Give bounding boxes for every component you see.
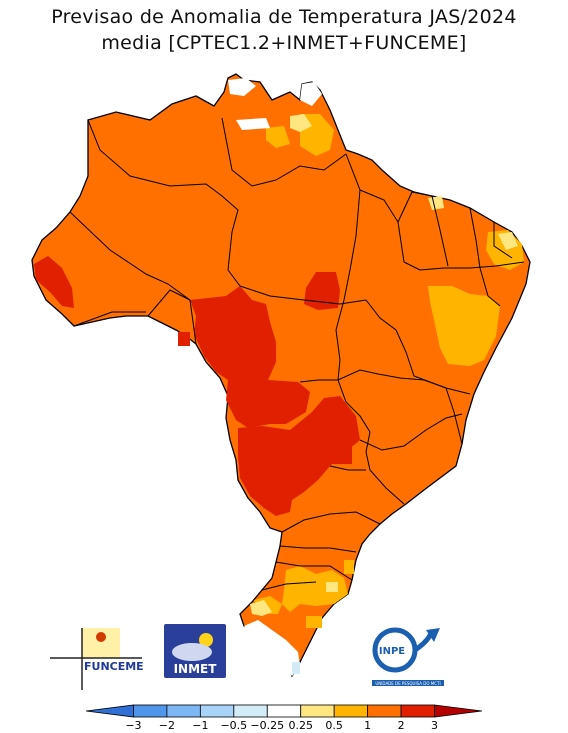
legend-swatch (333, 704, 369, 718)
sun-icon (96, 632, 106, 642)
state-borders (69, 117, 525, 591)
legend-swatch (266, 704, 302, 718)
pixel-sc-coast (344, 560, 354, 574)
neutral-anomaly-regions (228, 78, 322, 676)
pixel-rs-east (326, 582, 338, 592)
legend-swatch (367, 704, 402, 718)
region-rs-north (282, 566, 348, 612)
pixel-negative-anomaly (292, 662, 300, 674)
pixel-rs-south (306, 616, 322, 628)
high-anomaly-regions (34, 256, 360, 516)
legend-tick-label: −2 (159, 719, 175, 732)
region-ce-coast (428, 196, 444, 210)
inpe-label: INPE (379, 646, 405, 657)
inpe-sub-label: UNIDADE DE PESQUISA DO MCTI (375, 681, 440, 686)
legend-tick-label: −1 (192, 719, 208, 732)
legend-swatch (233, 704, 268, 718)
region-acre-tip (34, 256, 74, 308)
legend-tick-label: 2 (398, 719, 405, 732)
cloud-icon (172, 643, 212, 661)
funceme-label: FUNCEME (84, 660, 144, 673)
pixel-rondonia (178, 332, 190, 346)
region-amapa-north (290, 114, 312, 132)
map-title: Previsao de Anomalia de Temperatura JAS/… (51, 6, 517, 28)
region-rs-south-coast (244, 620, 300, 676)
map-subtitle: media [CPTEC1.2+INMET+FUNCEME] (101, 32, 467, 54)
legend-tick-label: −0.25 (250, 719, 284, 732)
legend-swatch (400, 704, 435, 718)
region-amapa-tip (300, 82, 322, 106)
legend-tick-label: 0.5 (325, 719, 343, 732)
region-ne-coast (428, 286, 500, 366)
legend-tick-label: 1 (364, 719, 371, 732)
inmet-logo: INMET (164, 624, 226, 678)
legend-tick-label: −3 (125, 719, 141, 732)
legend-swatch (166, 704, 201, 718)
arrow-icon (426, 628, 440, 642)
region-amapa-coast (266, 126, 290, 148)
inpe-logo: INPE UNIDADE DE PESQUISA DO MCTI (372, 627, 444, 686)
pixel-minas-west (326, 444, 352, 464)
sun-icon (199, 633, 213, 647)
legend-swatch (434, 704, 483, 718)
legend-swatch (199, 704, 235, 718)
funceme-logo: FUNCEME (50, 628, 144, 690)
legend-tick-label: −0.5 (220, 719, 247, 732)
region-roraima-north (228, 78, 256, 96)
region-rs-frontier (250, 600, 272, 616)
legend-tick-label: 0.25 (288, 719, 313, 732)
inmet-label: INMET (174, 662, 218, 676)
legend-swatch (133, 704, 168, 718)
region-guiana-strip (236, 118, 270, 130)
legend-tick-label: 3 (431, 719, 438, 732)
region-pb-coast (498, 232, 518, 250)
slight-anomaly-regions (250, 114, 518, 616)
legend-swatch (300, 704, 335, 718)
legend-swatch (85, 704, 134, 718)
region-mato-grosso-do-sul (238, 396, 360, 516)
region-west-central (190, 286, 310, 428)
